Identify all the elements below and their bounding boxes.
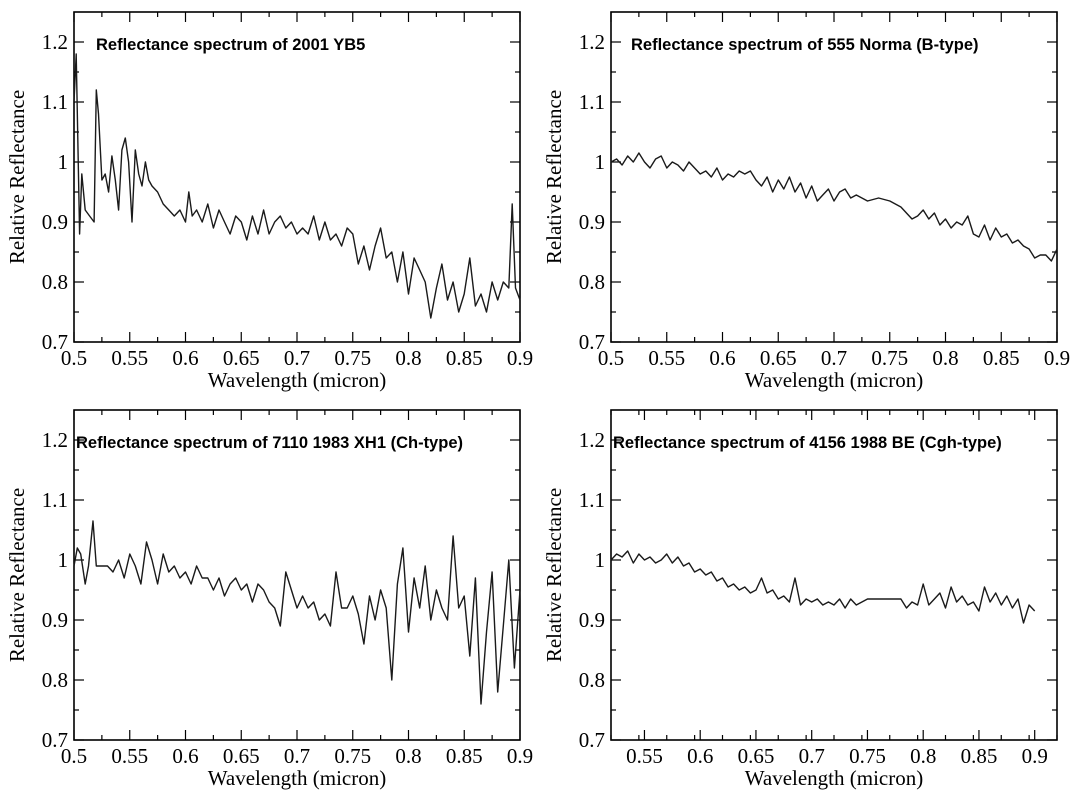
plot-frame (73, 11, 521, 343)
x-tick-label: 0.8 (395, 346, 421, 370)
spectrum-panel-1: 0.5 0.55 0.6 0.65 0.7 0.75 0.8 0.85 0.9 0.7 0.8 0.9… (5, 11, 533, 392)
y-tick-label: 1.2 (42, 428, 68, 452)
x-tick-label: 0.75 (334, 744, 371, 768)
plot-frame (610, 409, 1058, 741)
y-tick-label: 1.1 (42, 90, 68, 114)
spectrum-panel-2: 0.5 0.55 0.6 0.65 0.7 0.75 0.8 0.85 0.9 0.7 0.8 0.9… (542, 11, 1070, 392)
x-tick-label: 0.7 (284, 744, 310, 768)
y-axis-label: Relative Reflectance (5, 488, 29, 662)
spectrum-panel-3: 0.5 0.55 0.6 0.65 0.7 0.75 0.8 0.85 0.9 0.7 0.8 0.9… (5, 409, 533, 790)
x-tick-label: 0.9 (1044, 346, 1070, 370)
x-tick-label: 0.55 (111, 744, 148, 768)
x-tick-label: 0.6 (172, 346, 198, 370)
reflectance-series-line (610, 550, 1036, 624)
panel-title: Reflectance spectrum of 7110 1983 XH1 (C… (76, 434, 463, 452)
x-tick-label: 0.55 (626, 744, 663, 768)
y-tick-label: 0.7 (579, 728, 605, 752)
y-tick-label: 0.9 (579, 210, 605, 234)
x-tick-label: 0.65 (760, 346, 797, 370)
y-tick-label: 1.1 (579, 488, 605, 512)
y-tick-label: 0.9 (579, 608, 605, 632)
y-tick-label: 0.9 (42, 210, 68, 234)
y-tick-label: 1 (58, 150, 69, 174)
x-tick-label: 0.8 (395, 744, 421, 768)
x-tick-label: 0.5 (61, 744, 87, 768)
x-tick-label: 0.75 (334, 346, 371, 370)
x-tick-label: 0.85 (961, 744, 998, 768)
x-tick-label: 0.75 (871, 346, 908, 370)
reflectance-series-line (73, 53, 521, 319)
x-tick-label: 0.55 (111, 346, 148, 370)
y-axis-label: Relative Reflectance (542, 90, 566, 264)
y-tick-label: 1.1 (42, 488, 68, 512)
x-tick-label: 0.6 (172, 744, 198, 768)
x-tick-label: 0.7 (799, 744, 825, 768)
y-tick-label: 1.2 (579, 30, 605, 54)
y-tick-label: 1.2 (42, 30, 68, 54)
spectrum-panel-4: 0.55 0.6 0.65 0.7 0.75 0.8 0.85 0.9 0.7 0.8 0.9 1 1.… (542, 409, 1058, 790)
x-axis-label: Wavelength (micron) (208, 766, 387, 790)
y-axis-label: Relative Reflectance (5, 90, 29, 264)
x-tick-label: 0.65 (738, 744, 775, 768)
y-tick-label: 0.7 (42, 330, 68, 354)
x-tick-label: 0.9 (507, 346, 533, 370)
x-tick-label: 0.5 (61, 346, 87, 370)
x-axis-label: Wavelength (micron) (745, 368, 924, 392)
reflectance-series-line (73, 520, 521, 705)
x-tick-label: 0.65 (223, 346, 260, 370)
y-tick-label: 1.2 (579, 428, 605, 452)
plot-frame (73, 409, 521, 741)
y-tick-label: 1 (58, 548, 69, 572)
y-tick-label: 0.9 (42, 608, 68, 632)
panel-title: Reflectance spectrum of 555 Norma (B-typ… (631, 36, 979, 54)
y-tick-label: 0.8 (579, 270, 605, 294)
x-tick-label: 0.9 (507, 744, 533, 768)
y-axis-label: Relative Reflectance (542, 488, 566, 662)
y-tick-label: 1.1 (579, 90, 605, 114)
y-tick-label: 0.8 (42, 668, 68, 692)
x-axis-label: Wavelength (micron) (745, 766, 924, 790)
x-tick-label: 0.85 (446, 346, 483, 370)
x-tick-label: 0.75 (849, 744, 886, 768)
y-tick-label: 0.7 (42, 728, 68, 752)
x-tick-label: 0.7 (821, 346, 847, 370)
x-tick-label: 0.85 (446, 744, 483, 768)
y-tick-label: 1 (595, 548, 606, 572)
x-tick-label: 0.55 (648, 346, 685, 370)
y-tick-label: 0.7 (579, 330, 605, 354)
x-tick-label: 0.65 (223, 744, 260, 768)
x-tick-label: 0.7 (284, 346, 310, 370)
x-tick-label: 0.8 (932, 346, 958, 370)
x-tick-label: 0.5 (598, 346, 624, 370)
plot-frame (610, 11, 1058, 343)
x-axis-label: Wavelength (micron) (208, 368, 387, 392)
x-tick-label: 0.9 (1022, 744, 1048, 768)
x-tick-label: 0.6 (687, 744, 713, 768)
reflectance-series-line (610, 152, 1058, 262)
panel-title: Reflectance spectrum of 4156 1988 BE (Cg… (613, 434, 1002, 452)
y-tick-label: 1 (595, 150, 606, 174)
x-tick-label: 0.85 (983, 346, 1020, 370)
x-tick-label: 0.6 (709, 346, 735, 370)
y-tick-label: 0.8 (42, 270, 68, 294)
panel-title: Reflectance spectrum of 2001 YB5 (96, 36, 365, 54)
y-tick-label: 0.8 (579, 668, 605, 692)
x-tick-label: 0.8 (910, 744, 936, 768)
